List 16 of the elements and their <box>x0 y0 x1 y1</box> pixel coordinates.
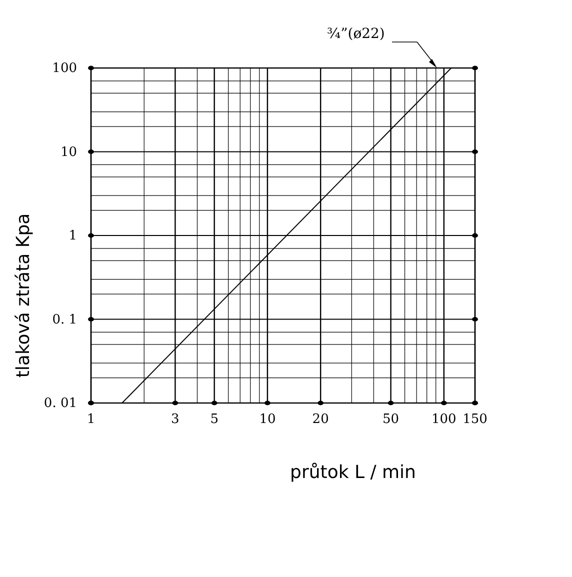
y-tick-label: 0. 01 <box>44 396 77 411</box>
x-tick-label: 100 <box>432 412 456 427</box>
y-tick-label: 10 <box>60 144 77 160</box>
y-tick-label: 1 <box>68 228 77 244</box>
x-tick-label: 5 <box>210 412 218 427</box>
y-tick-label: 100 <box>52 61 77 76</box>
x-tick-label: 10 <box>259 412 276 427</box>
text: ¾”(ø22) <box>327 26 385 42</box>
y-tick-label: 0. 1 <box>52 312 77 328</box>
x-tick-label: 50 <box>382 412 400 427</box>
x-tick-label: 20 <box>312 412 329 427</box>
x-tick-label: 1 <box>86 412 96 427</box>
x-axis-title: průtok L / min <box>290 462 416 483</box>
x-tick-label: 150 <box>462 412 488 427</box>
x-tick-label: 3 <box>171 412 180 427</box>
y-axis-title: tlaková ztráta Kpa <box>13 213 34 378</box>
